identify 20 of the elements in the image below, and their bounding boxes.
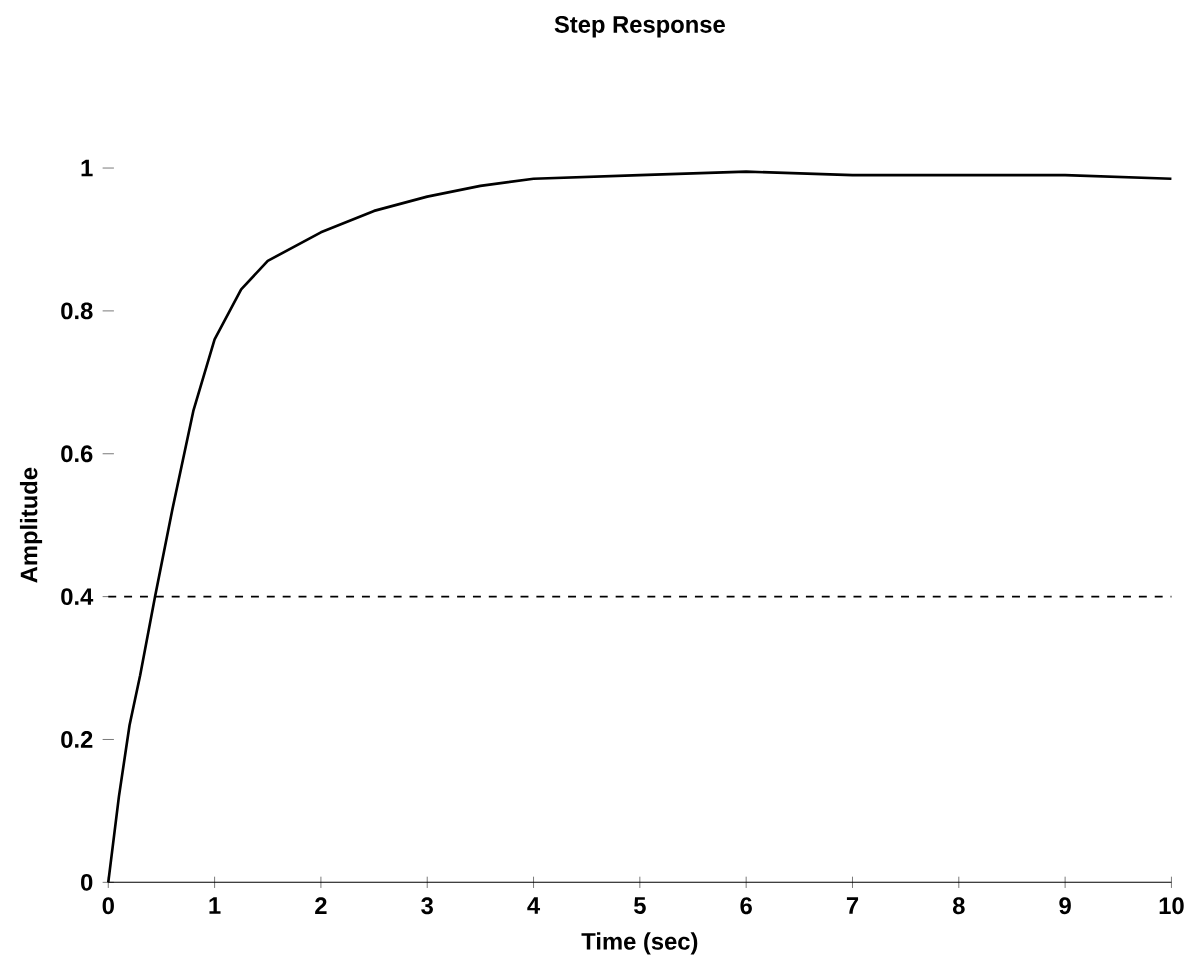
y-tick-label: 1 <box>81 159 93 177</box>
x-tick-label: 9 <box>1059 897 1071 915</box>
x-tick-label: 8 <box>952 897 965 915</box>
x-tick-label: 4 <box>527 897 541 914</box>
y-tick-label: 0 <box>81 873 93 891</box>
x-axis-title: Time (sec) <box>581 932 698 955</box>
y-tick-label: 0.8 <box>61 302 93 320</box>
y-tick-label: 0.2 <box>61 731 93 748</box>
x-tick-label: 10 <box>1159 897 1184 915</box>
x-tick-label: 0 <box>102 897 114 915</box>
x-tick-label: 3 <box>421 897 433 915</box>
y-tick-label: 0.4 <box>61 588 94 606</box>
y-tick-label: 0.6 <box>61 445 93 463</box>
x-tick-label: 1 <box>209 897 221 914</box>
x-tick-label: 5 <box>633 897 646 914</box>
x-tick-label: 7 <box>846 897 859 914</box>
chart-title: Step Response <box>554 16 725 38</box>
x-tick-label: 6 <box>740 897 752 915</box>
x-tick-label: 2 <box>315 897 327 914</box>
y-axis-title: Amplitude <box>19 467 43 583</box>
